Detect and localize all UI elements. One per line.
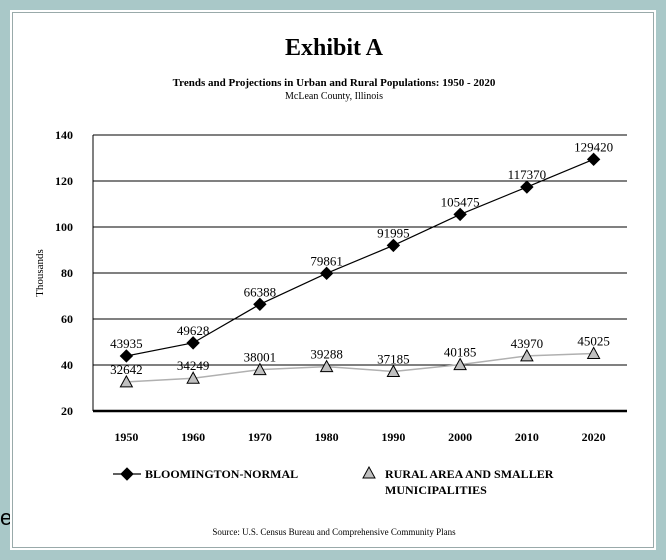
legend-rural-marker [362,465,376,479]
bloomington-data-label: 49628 [177,323,210,338]
series-layer [119,152,601,388]
y-tick-label: 80 [61,266,73,280]
bloomington-data-point [186,336,200,350]
bloomington-data-label: 117370 [508,167,547,182]
y-tick-label: 100 [55,220,73,234]
bloomington-data-point [253,297,267,312]
bloomington-data-label: 79861 [310,253,343,268]
rural-data-point [186,371,200,384]
rural-data-label: 40185 [444,345,477,360]
y-tick-label: 60 [61,312,73,326]
data-label-layer: 43935 49628 66388 79861 91995 105475 117370 129… [110,139,613,377]
x-tick-label: 1960 [181,430,205,444]
bloomington-data-label: 129420 [574,139,613,154]
chart-subtitle: Trends and Projections in Urban and Rura… [172,77,496,89]
exhibit-panel: Exhibit A Trends and Projections in Urba… [12,12,654,548]
bloomington-data-label: 91995 [377,225,410,240]
x-tick-label: 1970 [248,430,272,444]
y-tick-label: 120 [55,174,73,188]
rural-data-point [453,357,467,371]
bloomington-data-label: 66388 [244,284,277,299]
y-axis-title: Thousands [34,249,46,297]
x-tick-label: 1990 [381,430,405,444]
axis-layer: 20 40 60 80 100 120 140 Thousands 1950 1960 1970 19… [34,128,606,444]
rural-data-point [520,348,534,362]
rural-data-label: 37185 [377,351,410,366]
rural-data-point [386,364,401,377]
line-chart: 20 40 60 80 100 120 140 Thousands 1950 1960 1970 19… [34,128,627,444]
x-tick-label: 1980 [315,430,339,444]
x-tick-label: 2010 [515,430,539,444]
chart-title: Exhibit A [284,35,384,61]
bloomington-data-point [453,207,467,222]
legend: BLOOMINGTON-NORMAL RURAL AREA AND SMALLER… [113,465,554,497]
rural-series-line [126,352,594,383]
y-tick-label: 140 [55,128,73,142]
bloomington-data-label: 43935 [110,336,143,351]
x-tick-label: 2000 [448,430,472,444]
rural-data-label: 34249 [177,358,210,373]
rural-data-point [586,346,601,359]
bloomington-data-point [386,238,401,253]
stray-text: e [0,505,10,530]
bloomington-data-point [119,349,134,363]
y-tick-label: 40 [61,358,73,372]
bloomington-data-point [520,180,534,194]
bloomington-data-point [586,152,601,167]
legend-bloomington-marker [120,467,134,481]
rural-data-point [319,359,334,373]
legend-rural-label-line2: MUNICIPALITIES [385,483,487,497]
bloomington-data-label: 105475 [441,194,480,209]
bloomington-data-point [319,266,334,281]
rural-data-label: 32642 [110,362,143,377]
x-tick-label: 2020 [582,430,606,444]
grid-layer [93,134,627,413]
chart-subtitle-location: McLean County, Illinois [285,91,383,102]
rural-data-label: 43970 [511,336,544,351]
rural-data-label: 39288 [310,347,343,362]
y-tick-label: 20 [61,404,73,418]
source-note: Source: U.S. Census Bureau and Comprehen… [212,527,456,537]
legend-bloomington-label: BLOOMINGTON-NORMAL [145,467,298,481]
rural-data-point [253,362,267,376]
rural-data-label: 45025 [577,333,610,348]
x-tick-label: 1950 [114,430,138,444]
bloomington-series-line [126,158,594,357]
rural-data-point [119,374,134,388]
rural-data-label: 38001 [244,350,277,365]
legend-rural-label-line1: RURAL AREA AND SMALLER [385,467,554,481]
